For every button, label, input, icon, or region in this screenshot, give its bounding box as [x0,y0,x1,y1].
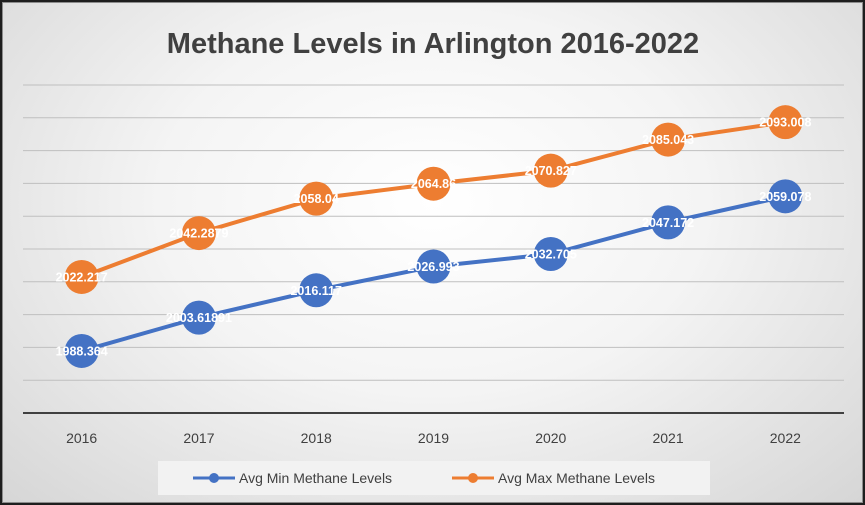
legend-label: Avg Max Methane Levels [498,470,655,486]
data-point [181,300,216,335]
data-point [651,205,686,240]
x-tick-label: 2022 [770,430,801,446]
data-label: 2093.008 [759,116,811,130]
data-label: 2064.86 [411,177,456,191]
series-layer: 1988.364 2003.61891 2016.117 2026.993 2032.7… [56,105,811,368]
legend-label: Avg Min Methane Levels [239,470,392,486]
x-axis-tick-labels: 2016 2017 2018 2019 2020 2021 2022 [66,430,801,446]
data-point [533,237,568,272]
legend: Avg Min Methane Levels Avg Max Methane Le… [158,461,710,495]
data-point [416,166,451,201]
legend-marker-icon [468,473,478,483]
series-2: 2022.217 2042.2879 2058.04 2064.86 2070.827 2… [56,105,811,294]
data-point [768,105,803,140]
data-label: 2047.172 [642,216,694,230]
x-tick-label: 2021 [652,430,683,446]
data-label: 2026.993 [407,260,459,274]
data-label: 2058.04 [294,192,339,206]
x-tick-label: 2016 [66,430,97,446]
data-label: 2032.705 [525,248,577,262]
data-label: 2022.217 [56,270,108,284]
data-label: 2059.078 [759,190,811,204]
legend-item: Avg Min Methane Levels [193,470,392,486]
gridlines [23,84,844,381]
data-point [416,249,451,284]
data-point [181,216,216,251]
data-point [299,273,334,308]
data-label: 2016.117 [290,284,341,298]
chart-title: Methane Levels in Arlington 2016-2022 [167,28,699,60]
data-label: 1988.364 [56,344,108,358]
data-point [651,122,686,157]
legend-marker-icon [209,473,219,483]
legend-box [158,461,710,495]
data-point [768,179,803,214]
series-1: 1988.364 2003.61891 2016.117 2026.993 2032.7… [56,179,811,368]
data-label: 2042.2879 [169,227,228,241]
legend-item: Avg Max Methane Levels [452,470,655,486]
data-label: 2003.61891 [166,311,232,325]
x-tick-label: 2017 [183,430,214,446]
x-tick-label: 2019 [418,430,449,446]
data-point [533,153,568,188]
data-point [299,181,334,216]
x-tick-label: 2018 [301,430,332,446]
data-point [64,259,99,294]
data-label: 2085.043 [642,133,694,147]
data-point [64,333,99,368]
x-tick-label: 2020 [535,430,566,446]
line-chart: Methane Levels in Arlington 2016-2022 20… [23,28,844,495]
data-label: 2070.827 [525,164,577,178]
